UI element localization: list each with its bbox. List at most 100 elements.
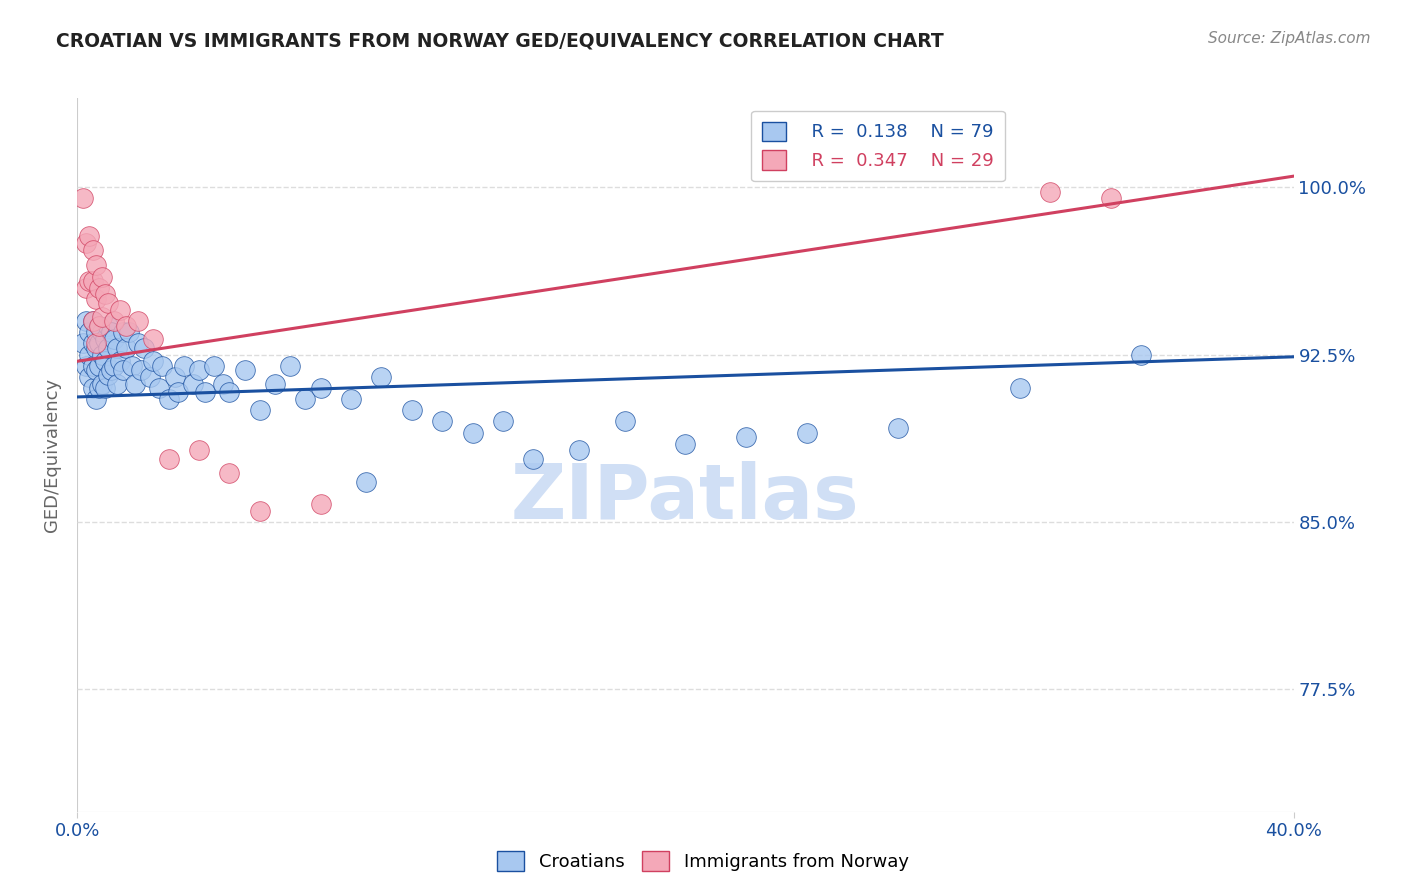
Point	[82, 314, 104, 328]
Point	[309, 497, 332, 511]
Point	[124, 376, 146, 391]
Point	[82, 336, 104, 351]
Point	[82, 381, 104, 395]
Point	[79, 229, 101, 244]
Point	[84, 336, 107, 351]
Point	[82, 314, 104, 328]
Point	[79, 325, 101, 339]
Point	[432, 414, 454, 429]
Point	[461, 425, 484, 440]
Point	[97, 318, 120, 333]
Point	[82, 359, 104, 373]
Point	[121, 359, 143, 373]
Point	[84, 392, 107, 407]
Point	[90, 376, 112, 391]
Point	[84, 325, 107, 339]
Text: Source: ZipAtlas.com: Source: ZipAtlas.com	[1208, 31, 1371, 46]
Point	[735, 430, 758, 444]
Point	[87, 281, 110, 295]
Point	[87, 336, 110, 351]
Point	[278, 359, 301, 373]
Point	[97, 341, 120, 355]
Point	[163, 370, 186, 384]
Point	[309, 381, 332, 395]
Point	[152, 359, 174, 373]
Point	[142, 332, 165, 346]
Point	[127, 314, 149, 328]
Point	[90, 310, 112, 324]
Point	[90, 348, 112, 362]
Point	[1039, 185, 1062, 199]
Point	[82, 243, 104, 257]
Point	[157, 452, 180, 467]
Point	[157, 392, 180, 407]
Point	[1099, 192, 1122, 206]
Point	[887, 421, 910, 435]
Point	[181, 376, 204, 391]
Point	[87, 318, 110, 333]
Point	[233, 363, 256, 377]
Point	[103, 359, 125, 373]
Point	[218, 385, 240, 400]
Point	[212, 376, 235, 391]
Point	[118, 325, 141, 339]
Point	[90, 269, 112, 284]
Point	[340, 392, 363, 407]
Point	[492, 414, 515, 429]
Point	[105, 341, 128, 355]
Point	[108, 303, 131, 318]
Point	[105, 376, 128, 391]
Point	[354, 475, 377, 489]
Point	[218, 466, 240, 480]
Point	[111, 325, 134, 339]
Point	[100, 363, 122, 377]
Legend:   R =  0.138    N = 79,   R =  0.347    N = 29: R = 0.138 N = 79, R = 0.347 N = 29	[751, 111, 1005, 181]
Point	[90, 325, 112, 339]
Point	[111, 363, 134, 377]
Point	[84, 259, 107, 273]
Point	[202, 359, 225, 373]
Point	[75, 359, 97, 373]
Point	[370, 370, 392, 384]
Point	[72, 192, 94, 206]
Point	[79, 370, 101, 384]
Point	[1130, 348, 1153, 362]
Point	[75, 281, 97, 295]
Point	[127, 336, 149, 351]
Point	[401, 403, 423, 417]
Point	[75, 236, 97, 251]
Point	[93, 287, 115, 301]
Point	[93, 381, 115, 395]
Point	[173, 359, 195, 373]
Point	[82, 274, 104, 288]
Point	[103, 332, 125, 346]
Point	[194, 385, 217, 400]
Point	[87, 359, 110, 373]
Point	[522, 452, 544, 467]
Point	[139, 370, 162, 384]
Point	[97, 368, 120, 382]
Point	[87, 381, 110, 395]
Point	[115, 318, 138, 333]
Point	[134, 341, 156, 355]
Point	[115, 341, 138, 355]
Point	[613, 414, 636, 429]
Point	[100, 325, 122, 339]
Point	[79, 348, 101, 362]
Point	[108, 354, 131, 368]
Point	[75, 314, 97, 328]
Point	[188, 443, 211, 458]
Point	[264, 376, 287, 391]
Point	[166, 385, 188, 400]
Point	[72, 336, 94, 351]
Point	[294, 392, 316, 407]
Point	[568, 443, 591, 458]
Point	[93, 354, 115, 368]
Legend: Croatians, Immigrants from Norway: Croatians, Immigrants from Norway	[489, 844, 917, 879]
Point	[87, 318, 110, 333]
Point	[129, 363, 152, 377]
Point	[1008, 381, 1031, 395]
Point	[188, 363, 211, 377]
Point	[93, 332, 115, 346]
Point	[84, 292, 107, 306]
